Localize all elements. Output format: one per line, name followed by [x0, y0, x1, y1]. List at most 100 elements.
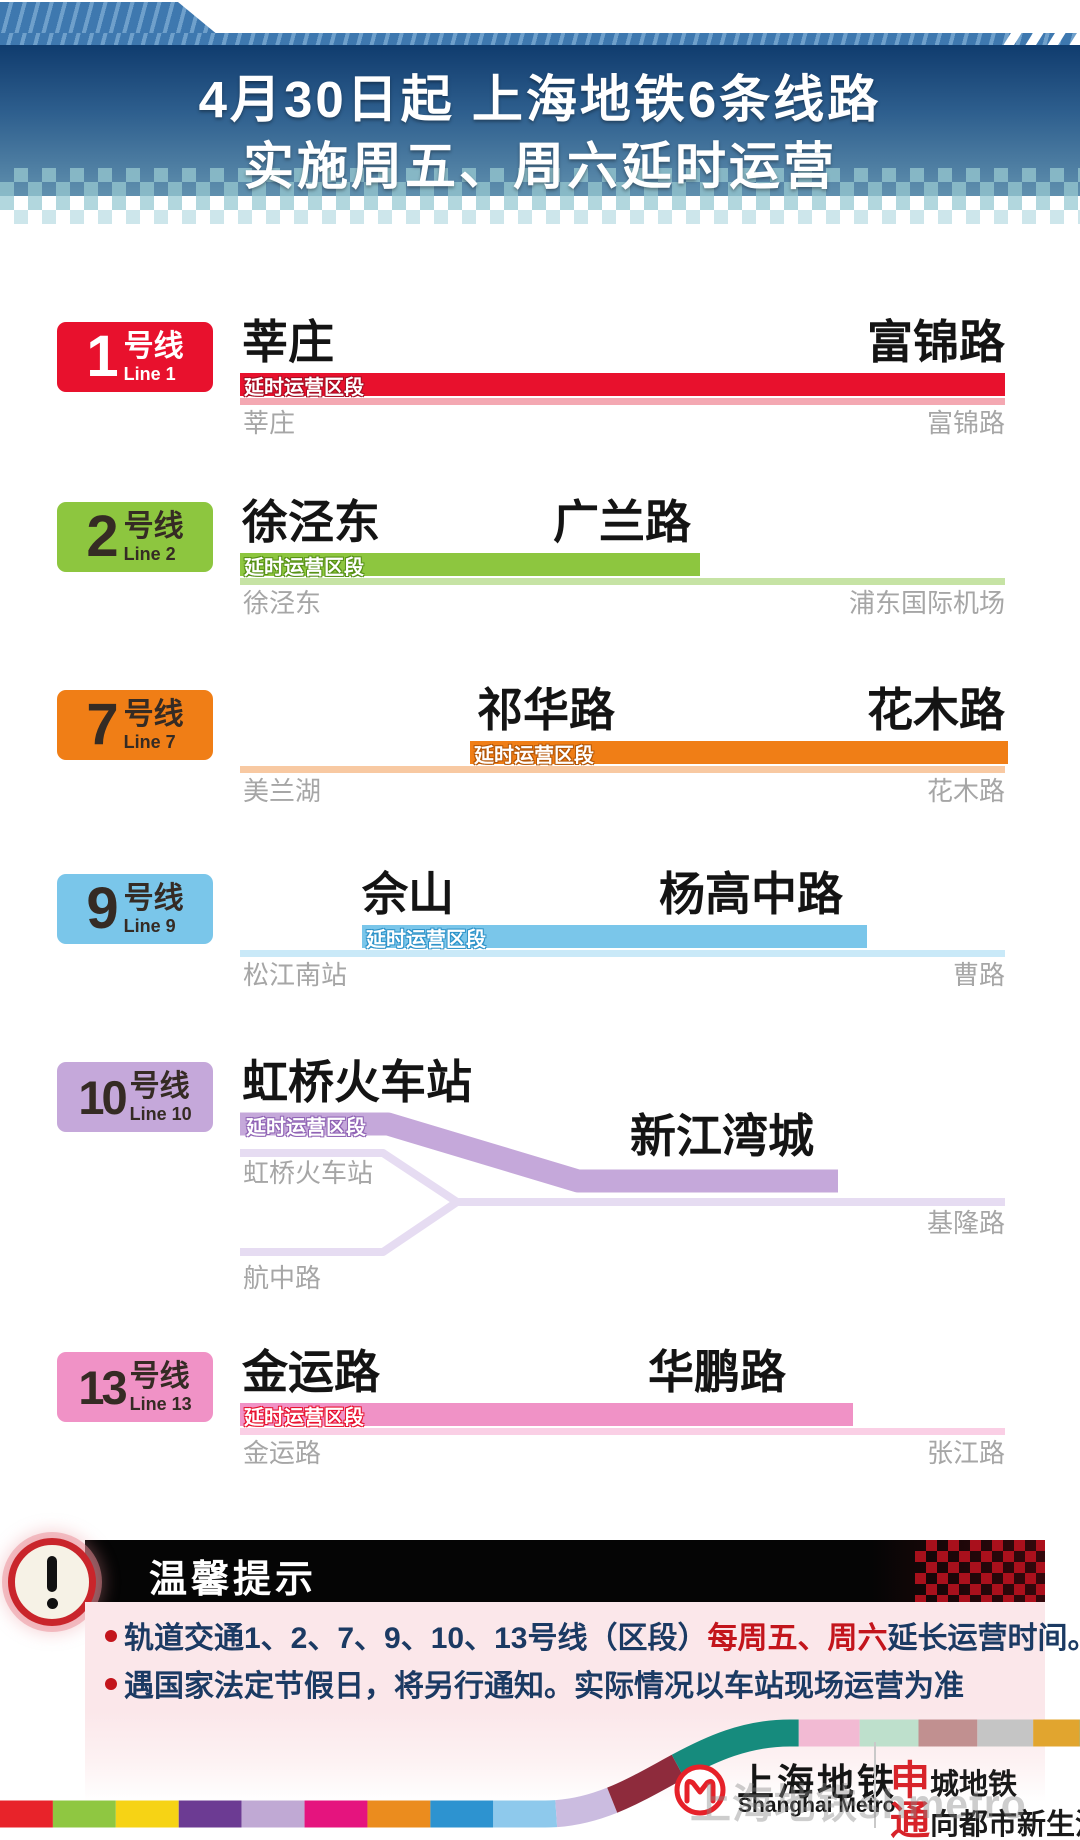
- checker-fade: [0, 168, 1080, 196]
- full-line-bar: [240, 578, 1005, 585]
- line-number: 7: [86, 692, 119, 757]
- terminus-label: 松江南站: [243, 960, 348, 990]
- line-en-label: Line 7: [123, 731, 176, 752]
- station-bold: 华鹏路: [648, 1346, 786, 1398]
- station-bold: 莘庄: [242, 316, 334, 368]
- line-suffix: 号线: [123, 509, 184, 543]
- terminus-label: 航中路: [243, 1263, 322, 1293]
- title-line-2: 实施周五、周六延时运营: [242, 138, 837, 195]
- line-1-badge: 1 号线 Line 1: [57, 322, 213, 392]
- delay-segment-bar: 延时运营区段: [240, 1403, 853, 1429]
- terminus-label: 曹路: [952, 960, 1005, 990]
- line-13-row: 13 号线 Line 13 金运路 华鹏路 延时运营区段 金运路 张江路: [0, 1346, 1080, 1487]
- line-number: 1: [86, 324, 119, 389]
- line-7-badge: 7 号线 Line 7: [57, 690, 213, 760]
- delay-segment-bar: 延时运营区段: [362, 925, 867, 951]
- watermark-text: 上海地铁shmetro: [690, 1781, 1027, 1827]
- line-1-row: 1 号线 Line 1 莘庄 富锦路 延时运营区段 莘庄 富锦路: [0, 316, 1080, 457]
- segment-label: 延时运营区段: [244, 557, 364, 579]
- page-title: 4月30日起 上海地铁6条线路 实施周五、周六延时运营: [0, 66, 1080, 200]
- station-bold: 杨高中路: [659, 868, 843, 920]
- red-checker-decor: [915, 1540, 1045, 1602]
- line-suffix: 号线: [129, 1359, 190, 1393]
- notice-title: 温馨提示: [149, 1559, 318, 1601]
- slogan-em: 申: [890, 1759, 930, 1803]
- line-en-label: Line 2: [123, 543, 176, 564]
- line-number: 13: [78, 1360, 127, 1414]
- shanghai-metro-logo: [674, 1764, 726, 1816]
- warning-icon: [8, 1538, 96, 1626]
- station-bold: 广兰路: [553, 496, 691, 548]
- station-bold: 祁华路: [477, 684, 615, 736]
- bullet-1-emphasis: 每周五、周六: [707, 1622, 888, 1655]
- line-en-label: Line 1: [123, 363, 176, 384]
- line-10-badge: 10 号线 Line 10: [57, 1062, 213, 1132]
- line-en-label: Line 13: [129, 1393, 192, 1414]
- title-line-1: 4月30日起 上海地铁6条线路: [198, 71, 882, 128]
- line-9-badge: 9 号线 Line 9: [57, 874, 213, 944]
- line-suffix: 号线: [123, 697, 184, 731]
- line-2-row: 2 号线 Line 2 徐泾东 广兰路 延时运营区段 徐泾东 浦东国际机场: [0, 496, 1080, 637]
- segment-label: 延时运营区段: [244, 1407, 364, 1429]
- terminus-label: 金运路: [243, 1438, 322, 1468]
- slogan-rest: 城地铁: [930, 1769, 1018, 1801]
- station-bold: 金运路: [242, 1346, 380, 1398]
- line-number: 10: [78, 1070, 127, 1124]
- terminus-label: 莘庄: [243, 408, 296, 438]
- bullet-dot: [105, 1678, 117, 1690]
- delay-segment-bar: 延时运营区段: [240, 373, 1005, 399]
- terminus-label: 张江路: [926, 1438, 1005, 1468]
- line-number: 2: [86, 504, 119, 569]
- station-bold: 佘山: [362, 868, 454, 920]
- station-bold: 新江湾城: [630, 1110, 814, 1162]
- station-bold: 徐泾东: [242, 496, 380, 548]
- warning-exclamation-dot: [46, 1597, 58, 1609]
- full-line-bar: [240, 1428, 1005, 1435]
- full-line-bar: [240, 950, 1005, 957]
- line-10-row: 10 号线 Line 10 虹桥火车站 新江湾城 延时运营区段 虹桥火车站 基隆…: [0, 1056, 1080, 1342]
- line-10-branch-diagram: [240, 1107, 1005, 1261]
- bullet-1-post: 延长运营时间。: [887, 1622, 1080, 1655]
- terminus-label: 美兰湖: [243, 776, 322, 806]
- line-suffix: 号线: [129, 1069, 190, 1103]
- line-suffix: 号线: [123, 329, 184, 363]
- checker-fade: [0, 210, 1080, 224]
- station-bold: 虹桥火车站: [242, 1056, 472, 1108]
- segment-label: 延时运营区段: [246, 1117, 366, 1139]
- footer-logo-en: Shanghai Metro: [738, 1794, 896, 1817]
- footer-divider: [874, 1742, 876, 1828]
- delay-segment-bar: 延时运营区段: [470, 741, 1008, 767]
- slogan-rest: 向都市新生活: [930, 1809, 1080, 1840]
- footer-logo-cn: 上海地铁: [737, 1762, 897, 1803]
- delay-segment-bar: 延时运营区段: [240, 553, 700, 579]
- footer-slogan-2: 通向都市新生活: [890, 1788, 1080, 1840]
- full-line-bar: [240, 398, 1005, 405]
- terminus-label: 富锦路: [926, 408, 1005, 438]
- bullet-dot: [105, 1630, 117, 1642]
- line-en-label: Line 9: [123, 915, 176, 936]
- footer-slogan-1: 申城地铁: [890, 1748, 1017, 1806]
- segment-label: 延时运营区段: [244, 377, 364, 399]
- terminus-label: 浦东国际机场: [848, 588, 1005, 618]
- notice-panel: 轨道交通1、2、7、9、10、13号线（区段）每周五、周六延长运营时间。 遇国家…: [85, 1602, 1080, 1802]
- terminus-label: 虹桥火车站: [243, 1158, 374, 1188]
- line-13-badge: 13 号线 Line 13: [57, 1352, 213, 1422]
- segment-label: 延时运营区段: [366, 929, 486, 951]
- line-9-row: 9 号线 Line 9 佘山 杨高中路 延时运营区段 松江南站 曹路: [0, 868, 1080, 1009]
- line-suffix: 号线: [123, 881, 184, 915]
- terminus-label: 徐泾东: [243, 588, 322, 618]
- terminus-label: 基隆路: [926, 1208, 1005, 1238]
- notice-title-bar: 温馨提示: [85, 1540, 1045, 1602]
- metro-lines-ribbon: [0, 1719, 1080, 1828]
- terminus-label: 花木路: [926, 776, 1005, 806]
- line-number: 9: [86, 876, 119, 941]
- notice-bullet-2: 遇国家法定节假日，将另行通知。实际情况以车站现场运营为准: [105, 1666, 964, 1708]
- segment-label: 延时运营区段: [474, 745, 594, 767]
- warning-exclamation-stem: [47, 1555, 57, 1592]
- bullet-1-pre: 轨道交通1、2、7、9、10、13号线（区段）: [124, 1622, 708, 1655]
- notice-bullet-1: 轨道交通1、2、7、9、10、13号线（区段）每周五、周六延长运营时间。: [105, 1618, 1080, 1660]
- header-striped-band: [0, 33, 1080, 47]
- station-bold: 富锦路: [867, 316, 1005, 368]
- bullet-2-text: 遇国家法定节假日，将另行通知。实际情况以车站现场运营为准: [124, 1670, 964, 1703]
